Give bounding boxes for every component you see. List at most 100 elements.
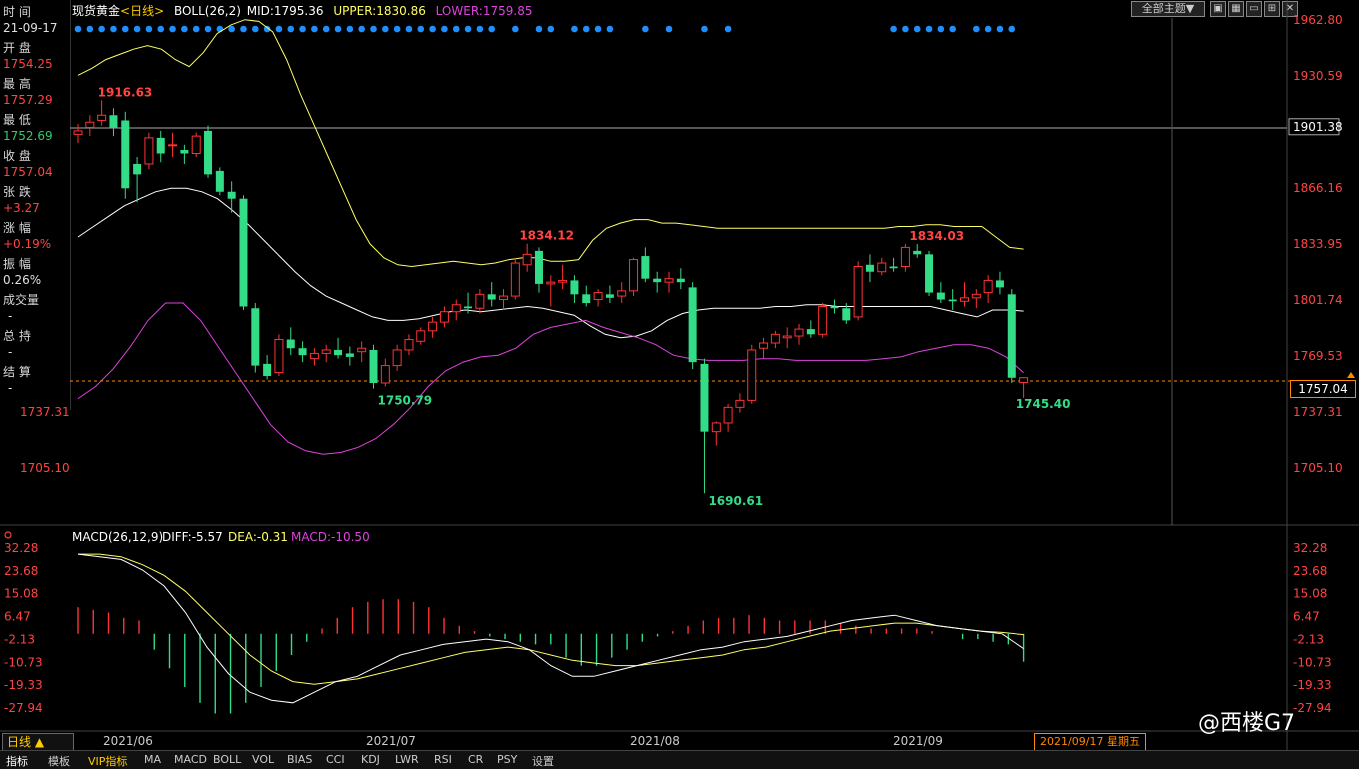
tab-bias[interactable]: BIAS (287, 753, 313, 766)
signal-dot (358, 25, 365, 33)
macd-right-yaxis-label: -19.33 (1293, 678, 1332, 692)
candle-body (925, 254, 934, 293)
tab-lwr[interactable]: LWR (395, 753, 419, 766)
boll-name[interactable]: BOLL(26,2) (173, 4, 241, 18)
candle-body (889, 266, 898, 269)
candle-body (971, 293, 981, 299)
macd-left-yaxis-label: -2.13 (4, 632, 35, 646)
candle-body (109, 115, 118, 128)
low-label-3: 1745.40 (1016, 397, 1071, 411)
change-label: 张 跌 (3, 185, 31, 199)
tab-template[interactable]: 模板 (48, 755, 70, 768)
signal-dot (724, 25, 732, 33)
candle-body (321, 349, 331, 354)
signal-dot (937, 25, 945, 33)
tab-vol[interactable]: VOL (252, 753, 275, 766)
candle-body (770, 333, 780, 344)
signal-dot (535, 25, 543, 33)
macd-name: MACD(26,12,9) (72, 530, 163, 544)
candle-body (558, 279, 568, 283)
period-button[interactable]: 日线 ▲ (2, 733, 74, 751)
yaxis-label: 1801.74 (1293, 293, 1343, 307)
candle-body (570, 280, 579, 295)
tab-vip[interactable]: VIP指标 (88, 755, 128, 768)
signal-dot (346, 25, 354, 33)
signal-dot (973, 25, 980, 33)
open-value: 1754.25 (3, 57, 53, 71)
macd-diff: DIFF:-5.57 (162, 530, 223, 544)
grid-icon[interactable]: ▦ (1228, 1, 1244, 17)
signal-dot (547, 25, 555, 33)
xaxis-label-jul: 2021/07 (366, 734, 416, 748)
tab-cci[interactable]: CCI (326, 753, 345, 766)
candle-body (747, 349, 757, 401)
candle-body (830, 306, 839, 309)
tab-psy[interactable]: PSY (497, 753, 518, 766)
macd-left-yaxis-label: 15.08 (4, 587, 38, 601)
time-label: 时 间 (3, 5, 31, 19)
candle-body (983, 279, 993, 294)
tab-settings[interactable]: 设置 (532, 755, 554, 768)
candle-body (180, 150, 189, 154)
yaxis-label: 1901.38 (1293, 120, 1343, 134)
candle-body (865, 264, 874, 272)
instrument-name[interactable]: 现货黄金 (72, 4, 121, 18)
tile-icon[interactable]: ⊞ (1264, 1, 1280, 17)
macd-dea-line (78, 553, 1024, 685)
candle-body (806, 329, 815, 335)
tab-ma[interactable]: MA (144, 753, 162, 766)
macd-left-yaxis-label: -10.73 (4, 655, 43, 669)
tab-indicator[interactable]: 指标 (6, 755, 28, 768)
close-icon[interactable]: ✕ (1282, 1, 1298, 17)
tab-rsi[interactable]: RSI (434, 753, 452, 766)
candle-body (428, 321, 438, 332)
yaxis-label: 1930.59 (1293, 69, 1343, 83)
candle-body (877, 262, 887, 273)
amplitude-label: 振 幅 (3, 257, 31, 271)
theme-dropdown-button[interactable]: 全部主题▼ (1131, 1, 1205, 17)
tab-boll[interactable]: BOLL (213, 753, 242, 766)
signal-dot (890, 25, 897, 33)
close-value: 1757.04 (3, 165, 53, 179)
tab-macd[interactable]: MACD (174, 753, 207, 766)
xaxis-label-aug: 2021/08 (630, 734, 680, 748)
tab-kdj[interactable]: KDJ (361, 753, 380, 766)
high-label: 最 高 (3, 77, 31, 91)
signal-dot (322, 25, 330, 33)
signal-dot (606, 25, 614, 33)
period-label[interactable]: <日线> (120, 4, 165, 18)
signal-dot (902, 25, 909, 33)
restore-icon[interactable]: ▣ (1210, 1, 1226, 17)
candle-body (380, 365, 390, 384)
candle-body (156, 137, 165, 154)
left-yaxis-label: 1705.10 (20, 461, 70, 475)
change-value: +3.27 (3, 201, 40, 215)
watermark: @西楼G7 (1198, 711, 1296, 736)
candle-body (948, 299, 957, 302)
yaxis-label: 1705.10 (1293, 461, 1343, 475)
macd-left-yaxis-label: 6.47 (4, 610, 31, 624)
candle-body (995, 280, 1004, 288)
minimize-icon[interactable]: ▭ (1246, 1, 1262, 17)
signal-dot (287, 25, 295, 33)
signal-dot (429, 25, 436, 33)
candle-body (345, 353, 354, 357)
signal-dot (452, 25, 460, 33)
high-label-1: 1916.63 (98, 85, 153, 99)
signal-dot (145, 25, 153, 33)
tab-cr[interactable]: CR (468, 753, 484, 766)
candle-body (451, 304, 461, 313)
candle-body (133, 163, 142, 175)
hold-value: - (8, 345, 13, 359)
signal-dot (441, 25, 448, 33)
signal-dot (121, 25, 129, 33)
signal-dot (405, 25, 413, 33)
signal-dot (181, 25, 188, 33)
candle-body (936, 292, 945, 300)
macd-right-yaxis-label: 32.28 (1293, 541, 1327, 555)
macd-right-yaxis-label: 15.08 (1293, 587, 1327, 601)
candle-body (582, 294, 591, 304)
signal-dot (925, 25, 933, 33)
candle-body (121, 120, 130, 189)
